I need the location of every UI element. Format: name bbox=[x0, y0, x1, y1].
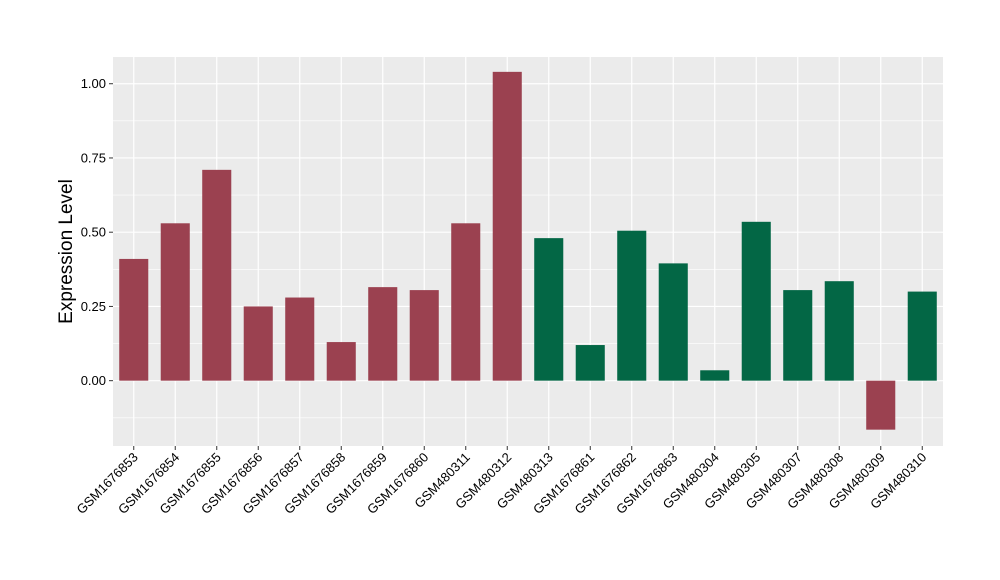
plot-panel bbox=[113, 57, 943, 446]
bar-GSM1676863 bbox=[659, 263, 688, 380]
bar-GSM480311 bbox=[451, 223, 480, 380]
bar-GSM480313 bbox=[534, 238, 563, 381]
y-axis-ticks: 0.00 0.25 0.50 0.75 1.00 bbox=[81, 76, 113, 388]
bar-GSM1676854 bbox=[161, 223, 190, 380]
y-tick-label: 0.50 bbox=[81, 225, 106, 240]
bar-GSM1676859 bbox=[368, 287, 397, 381]
bar-GSM480309 bbox=[866, 381, 895, 430]
bar-GSM1676858 bbox=[327, 342, 356, 381]
bar-GSM1676856 bbox=[244, 306, 273, 380]
bar-GSM1676857 bbox=[285, 298, 314, 381]
bar-GSM480307 bbox=[783, 290, 812, 381]
bar-GSM1676860 bbox=[410, 290, 439, 381]
bar-GSM480312 bbox=[493, 72, 522, 381]
y-tick-label: 0.75 bbox=[81, 150, 106, 165]
bar-GSM480304 bbox=[700, 370, 729, 380]
bar-GSM480305 bbox=[742, 222, 771, 381]
bar-GSM1676862 bbox=[617, 231, 646, 381]
bar-GSM1676861 bbox=[576, 345, 605, 381]
y-tick-label: 0.00 bbox=[81, 373, 106, 388]
bar-GSM1676853 bbox=[119, 259, 148, 381]
y-tick-label: 0.25 bbox=[81, 299, 106, 314]
bar-GSM1676855 bbox=[202, 170, 231, 381]
y-tick-label: 1.00 bbox=[81, 76, 106, 91]
bar-GSM480308 bbox=[825, 281, 854, 380]
x-axis-ticks: GSM1676853GSM1676854GSM1676855GSM1676856… bbox=[74, 446, 930, 517]
y-axis-title: Expression Level bbox=[56, 179, 77, 324]
bar-GSM480310 bbox=[908, 292, 937, 381]
